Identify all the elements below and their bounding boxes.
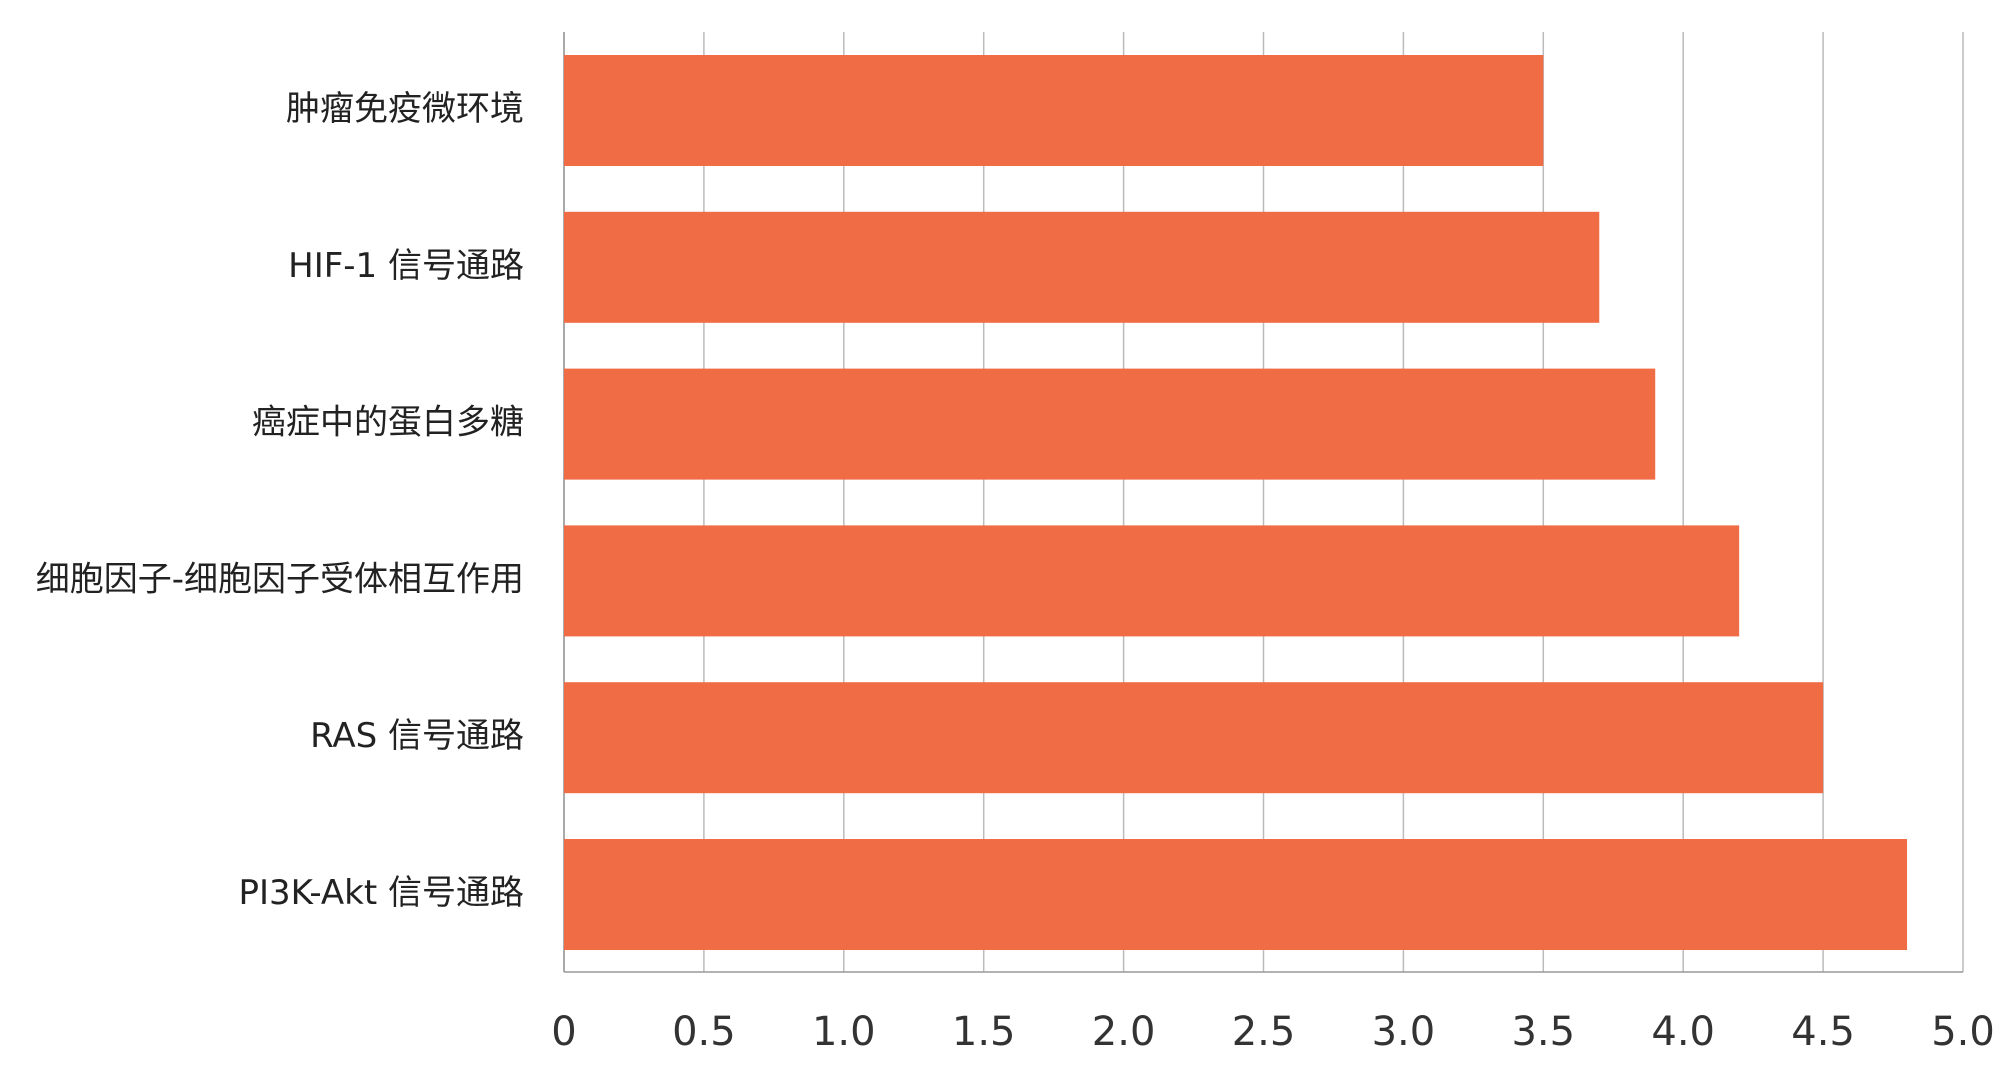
- x-tick-label: 2.5: [1232, 1009, 1296, 1055]
- y-tick-label: RAS 信号通路: [310, 716, 524, 756]
- bar: [564, 368, 1656, 480]
- x-tick-label: 1.5: [952, 1009, 1016, 1055]
- y-tick-label: HIF-1 信号通路: [288, 246, 524, 286]
- x-tick-label: 0: [551, 1009, 576, 1055]
- bar: [564, 682, 1824, 794]
- y-tick-label: 细胞因子-细胞因子受体相互作用: [36, 559, 524, 599]
- y-tick-label: 肿瘤免疫微环境: [286, 89, 524, 129]
- x-tick-label: 1.0: [812, 1009, 876, 1055]
- x-tick-label: 4.0: [1651, 1009, 1715, 1055]
- x-tick-label: 3.0: [1372, 1009, 1436, 1055]
- x-tick-label: 0.5: [672, 1009, 736, 1055]
- x-tick-label: 3.5: [1511, 1009, 1575, 1055]
- x-tick-label: 4.5: [1791, 1009, 1855, 1055]
- y-tick-label: PI3K-Akt 信号通路: [239, 873, 525, 913]
- x-tick-label: 2.0: [1092, 1009, 1156, 1055]
- y-tick-label: 癌症中的蛋白多糖: [252, 403, 524, 443]
- bar: [564, 525, 1740, 637]
- x-tick-label: 5.0: [1931, 1009, 1995, 1055]
- bar: [564, 55, 1544, 166]
- bar: [564, 839, 1908, 950]
- bar: [564, 211, 1600, 323]
